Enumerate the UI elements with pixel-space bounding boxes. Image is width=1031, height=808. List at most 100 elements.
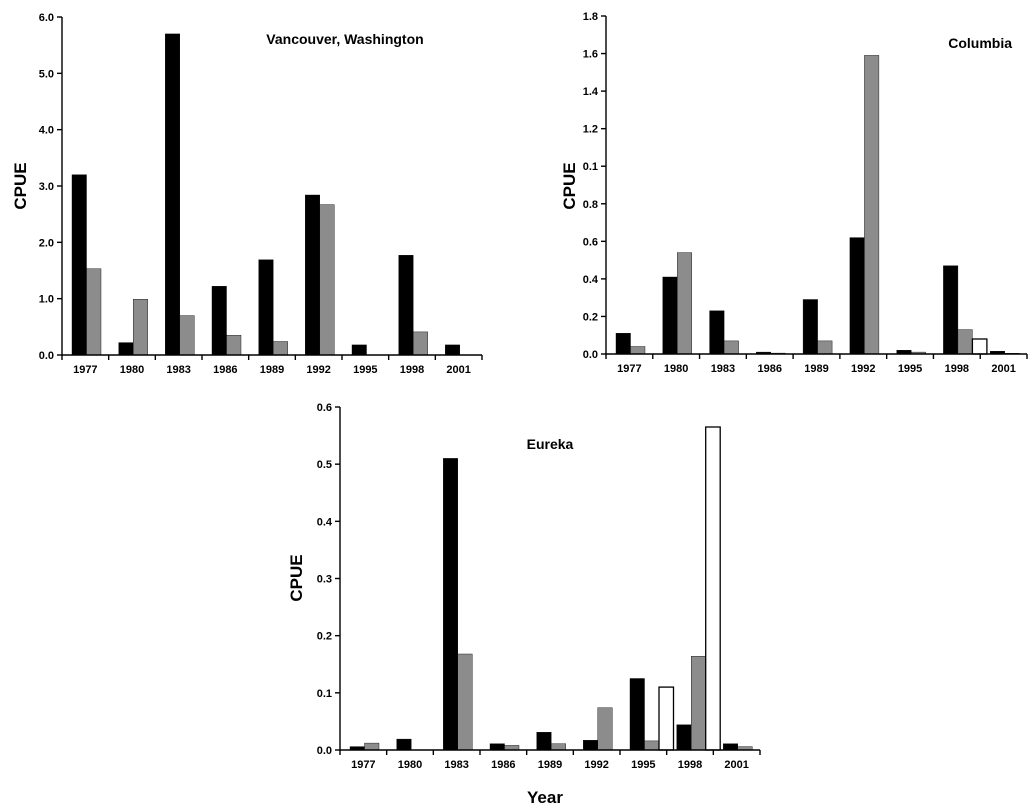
chart-vancouver-washington: Vancouver, Washington CPUE 0.0 1.0 2.0 3.0 4…	[11, 12, 483, 376]
bar-1983-series-1	[165, 33, 181, 356]
bar-1980-series-1	[396, 738, 412, 751]
y-tick-label: 0.0	[317, 745, 332, 757]
x-tick-label: 1992	[584, 759, 608, 771]
chart-title: Columbia	[948, 35, 1012, 51]
y-tick-label: 0.5	[317, 459, 332, 471]
bar-1977-series-2	[630, 346, 646, 355]
bar-1983-series-2	[723, 340, 739, 355]
bar-1992-series-1	[583, 740, 598, 751]
x-tick-label: 1977	[617, 363, 641, 375]
bar-1998-series-1	[943, 265, 959, 355]
y-tick-label: 0.2	[583, 311, 598, 323]
y-axis-label: CPUE	[560, 162, 579, 209]
bar-1980-series-2	[132, 299, 148, 356]
bar-1995-series-3	[658, 686, 675, 751]
y-tick-label: 4.0	[39, 125, 54, 137]
bar-1995-series-1	[351, 344, 367, 356]
bar-1980-series-1	[118, 342, 134, 356]
x-tick-label: 2001	[446, 364, 470, 376]
bar-1986-series-1	[489, 743, 505, 751]
y-tick-label: 0.4	[317, 516, 333, 528]
y-axis-label: CPUE	[11, 162, 30, 209]
bar-1992-series-2	[319, 204, 335, 356]
y-tick-label: 1.6	[583, 49, 598, 61]
x-tick-label: 1995	[631, 759, 655, 771]
bar-1980-series-1	[662, 276, 678, 355]
y-tick-label: 5.0	[39, 68, 54, 80]
y-tick-label: 0.6	[583, 236, 598, 248]
y-tick-label: 0.1	[583, 161, 598, 173]
x-tick-label: 1980	[664, 363, 688, 375]
x-tick-label: 1998	[678, 759, 702, 771]
chart-title: Eureka	[527, 436, 574, 452]
x-tick-label: 1989	[260, 364, 284, 376]
x-tick-label: 2001	[724, 759, 748, 771]
bar-1992-series-2	[864, 55, 880, 355]
bar-1998-series-3	[971, 338, 988, 355]
x-tick-label: 1983	[166, 364, 190, 376]
chart-eureka: Eureka CPUE Year 0.0 0.1 0.2 0.3 0.4 0.5 0.6 19…	[287, 402, 761, 807]
y-tick-label: 6.0	[39, 12, 54, 24]
bar-1998-series-2	[691, 656, 706, 751]
y-tick-label: 1.4	[583, 86, 599, 98]
bar-1986-series-2	[226, 335, 242, 356]
x-tick-label: 1986	[757, 363, 781, 375]
bar-1977-series-1	[615, 333, 631, 355]
x-tick-label: 1986	[491, 759, 515, 771]
y-tick-label: 1.8	[583, 11, 598, 23]
y-tick-label: 0.0	[39, 350, 54, 362]
x-tick-label: 1995	[353, 364, 377, 376]
bar-1983-series-2	[457, 653, 473, 751]
y-tick-label: 0.1	[317, 688, 332, 700]
y-tick-label: 0.0	[583, 349, 598, 361]
x-tick-label: 1977	[351, 759, 375, 771]
bar-1977-series-2	[86, 268, 102, 356]
bar-1998-series-2	[957, 329, 973, 355]
y-tick-label: 1.0	[39, 294, 54, 306]
y-tick-label: 0.3	[317, 574, 332, 586]
bar-1989-series-2	[273, 341, 288, 356]
y-tick-label: 2.0	[39, 237, 54, 249]
x-tick-label: 1992	[851, 363, 875, 375]
x-tick-label: 1983	[444, 759, 468, 771]
bar-1983-series-1	[709, 310, 725, 355]
bar-1983-series-1	[443, 458, 458, 751]
bar-1983-series-2	[179, 315, 195, 356]
y-tick-label: 0.4	[583, 274, 599, 286]
bar-1998-series-1	[676, 724, 692, 751]
x-axis-label: Year	[527, 788, 563, 807]
y-tick-label: 0.8	[583, 199, 598, 211]
bar-1989-series-2	[551, 743, 566, 751]
x-tick-label: 1998	[945, 363, 969, 375]
bar-1977-series-1	[71, 174, 87, 356]
bar-1995-series-1	[629, 678, 645, 751]
chart-title: Vancouver, Washington	[266, 31, 423, 47]
x-tick-label: 1992	[306, 364, 330, 376]
bar-1998-series-3	[705, 426, 721, 751]
bar-1986-series-1	[211, 286, 227, 356]
x-tick-label: 1995	[898, 363, 922, 375]
bar-1992-series-1	[849, 237, 865, 355]
bar-1998-series-2	[413, 331, 428, 356]
bar-1989-series-1	[802, 299, 818, 355]
bar-1989-series-1	[536, 732, 552, 751]
x-tick-label: 1977	[73, 364, 97, 376]
x-tick-label: 1989	[804, 363, 828, 375]
y-tick-label: 0.6	[317, 402, 332, 414]
bar-1995-series-2	[644, 740, 660, 751]
x-tick-label: 1980	[120, 364, 144, 376]
bar-1980-series-2	[677, 252, 692, 355]
y-tick-label: 0.2	[317, 631, 332, 643]
y-axis-label: CPUE	[287, 554, 306, 601]
y-tick-label: 3.0	[39, 181, 54, 193]
x-tick-label: 1998	[400, 364, 424, 376]
bar-1992-series-2	[597, 707, 613, 751]
y-tick-label: 1.2	[583, 124, 598, 136]
bar-1998-series-1	[398, 255, 414, 356]
bar-1977-series-2	[364, 742, 380, 751]
chart-columbia: Columbia CPUE 0.0 0.2 0.4 0.6 0.8 0.1 1.2 1.4 1.…	[560, 11, 1028, 375]
bar-2001-series-1	[445, 344, 460, 356]
x-tick-label: 2001	[991, 363, 1015, 375]
x-tick-label: 1983	[711, 363, 735, 375]
